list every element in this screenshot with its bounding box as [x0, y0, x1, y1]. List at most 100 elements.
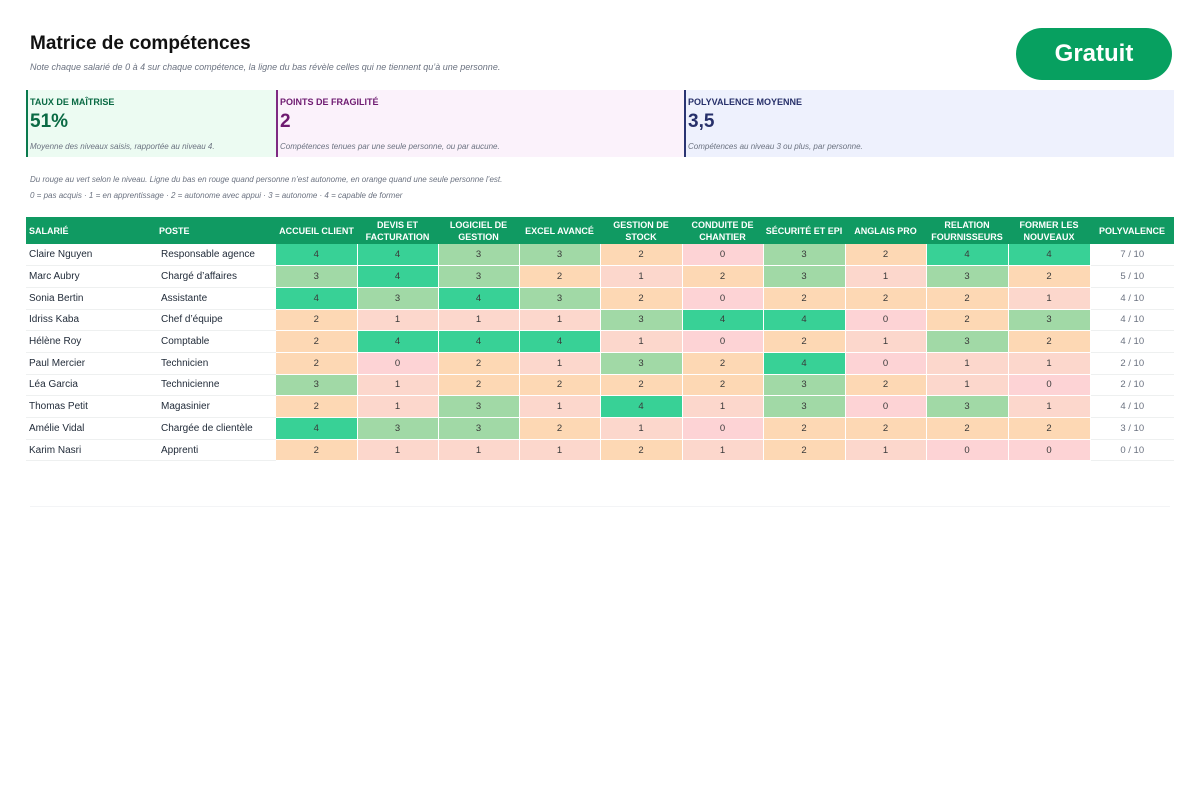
position-cell[interactable]: Chargée de clientèle: [156, 417, 276, 440]
skill-level-cell[interactable]: 1: [1008, 287, 1091, 310]
skill-level-cell[interactable]: 1: [600, 265, 683, 288]
skill-level-cell[interactable]: 3: [926, 265, 1009, 288]
skill-level-cell[interactable]: 1: [519, 309, 601, 332]
skill-level-cell[interactable]: 0: [682, 287, 764, 310]
skill-level-cell[interactable]: 2: [682, 265, 764, 288]
column-header-skill[interactable]: Excel avancé: [519, 217, 600, 244]
skill-level-cell[interactable]: 2: [600, 439, 683, 462]
skill-level-cell[interactable]: 1: [438, 309, 520, 332]
skill-level-cell[interactable]: 2: [438, 374, 520, 397]
employee-name-cell[interactable]: Claire Nguyen: [26, 244, 156, 267]
skill-level-cell[interactable]: 0: [845, 309, 927, 332]
skill-level-cell[interactable]: 3: [600, 352, 683, 375]
skill-level-cell[interactable]: 2: [845, 287, 927, 310]
skill-level-cell[interactable]: 3: [926, 395, 1009, 418]
skill-level-cell[interactable]: 3: [1008, 309, 1091, 332]
skill-level-cell[interactable]: 2: [926, 417, 1009, 440]
skill-level-cell[interactable]: 4: [276, 244, 358, 267]
skill-level-cell[interactable]: 3: [519, 244, 601, 267]
skill-level-cell[interactable]: 1: [357, 439, 439, 462]
column-header-employee[interactable]: Salarié: [26, 217, 156, 244]
skill-level-cell[interactable]: 3: [438, 265, 520, 288]
skill-level-cell[interactable]: 2: [276, 330, 358, 353]
skill-level-cell[interactable]: 3: [763, 374, 846, 397]
skill-level-cell[interactable]: 1: [1008, 395, 1091, 418]
skill-level-cell[interactable]: 0: [682, 417, 764, 440]
skill-level-cell[interactable]: 4: [763, 309, 846, 332]
skill-level-cell[interactable]: 2: [682, 374, 764, 397]
position-cell[interactable]: Technicienne: [156, 374, 276, 397]
skill-level-cell[interactable]: 1: [682, 395, 764, 418]
column-header-skill[interactable]: Devis et facturation: [357, 217, 438, 244]
skill-level-cell[interactable]: 0: [845, 395, 927, 418]
skill-level-cell[interactable]: 2: [845, 374, 927, 397]
skill-level-cell[interactable]: 1: [438, 439, 520, 462]
skill-level-cell[interactable]: 4: [600, 395, 683, 418]
position-cell[interactable]: Comptable: [156, 330, 276, 353]
skill-level-cell[interactable]: 4: [1008, 244, 1091, 267]
skill-level-cell[interactable]: 3: [438, 395, 520, 418]
skill-level-cell[interactable]: 1: [357, 395, 439, 418]
skill-level-cell[interactable]: 2: [600, 244, 683, 267]
skill-level-cell[interactable]: 2: [926, 309, 1009, 332]
skill-level-cell[interactable]: 1: [845, 265, 927, 288]
skill-level-cell[interactable]: 1: [600, 417, 683, 440]
skill-level-cell[interactable]: 2: [276, 395, 358, 418]
skill-level-cell[interactable]: 3: [438, 244, 520, 267]
skill-level-cell[interactable]: 1: [357, 309, 439, 332]
skill-level-cell[interactable]: 0: [682, 244, 764, 267]
employee-name-cell[interactable]: Amélie Vidal: [26, 417, 156, 440]
skill-level-cell[interactable]: 4: [926, 244, 1009, 267]
column-header-skill[interactable]: Gestion de stock: [600, 217, 682, 244]
column-header-skill[interactable]: Relation fournisseurs: [926, 217, 1008, 244]
skill-level-cell[interactable]: 2: [276, 439, 358, 462]
skill-level-cell[interactable]: 0: [357, 352, 439, 375]
position-cell[interactable]: Chef d’équipe: [156, 309, 276, 332]
skill-level-cell[interactable]: 1: [357, 374, 439, 397]
skill-level-cell[interactable]: 4: [357, 244, 439, 267]
column-header-skill[interactable]: Anglais pro: [845, 217, 926, 244]
skill-level-cell[interactable]: 2: [519, 374, 601, 397]
skill-level-cell[interactable]: 0: [926, 439, 1009, 462]
skill-level-cell[interactable]: 2: [845, 244, 927, 267]
skill-level-cell[interactable]: 3: [519, 287, 601, 310]
skill-level-cell[interactable]: 2: [926, 287, 1009, 310]
position-cell[interactable]: Technicien: [156, 352, 276, 375]
skill-level-cell[interactable]: 3: [763, 265, 846, 288]
skill-level-cell[interactable]: 3: [763, 244, 846, 267]
skill-level-cell[interactable]: 1: [519, 395, 601, 418]
skill-level-cell[interactable]: 2: [438, 352, 520, 375]
employee-name-cell[interactable]: Idriss Kaba: [26, 309, 156, 332]
position-cell[interactable]: Assistante: [156, 287, 276, 310]
skill-level-cell[interactable]: 2: [600, 287, 683, 310]
position-cell[interactable]: Chargé d’affaires: [156, 265, 276, 288]
column-header-skill[interactable]: Logiciel de gestion: [438, 217, 519, 244]
skill-level-cell[interactable]: 2: [519, 417, 601, 440]
skill-level-cell[interactable]: 4: [438, 330, 520, 353]
skill-level-cell[interactable]: 1: [845, 330, 927, 353]
skill-level-cell[interactable]: 4: [357, 330, 439, 353]
skill-level-cell[interactable]: 1: [519, 439, 601, 462]
skill-level-cell[interactable]: 0: [1008, 374, 1091, 397]
skill-level-cell[interactable]: 0: [845, 352, 927, 375]
skill-level-cell[interactable]: 3: [357, 287, 439, 310]
skill-level-cell[interactable]: 2: [276, 309, 358, 332]
skill-level-cell[interactable]: 1: [1008, 352, 1091, 375]
skill-level-cell[interactable]: 1: [682, 439, 764, 462]
skill-level-cell[interactable]: 2: [763, 330, 846, 353]
skill-level-cell[interactable]: 2: [763, 417, 846, 440]
skill-level-cell[interactable]: 3: [357, 417, 439, 440]
skill-level-cell[interactable]: 0: [682, 330, 764, 353]
skill-level-cell[interactable]: 2: [600, 374, 683, 397]
skill-level-cell[interactable]: 4: [357, 265, 439, 288]
skill-level-cell[interactable]: 2: [1008, 330, 1091, 353]
skill-level-cell[interactable]: 2: [1008, 417, 1091, 440]
position-cell[interactable]: Apprenti: [156, 439, 276, 462]
employee-name-cell[interactable]: Léa Garcia: [26, 374, 156, 397]
skill-level-cell[interactable]: 2: [682, 352, 764, 375]
skill-level-cell[interactable]: 2: [519, 265, 601, 288]
column-header-skill[interactable]: Conduite de chantier: [682, 217, 763, 244]
skill-level-cell[interactable]: 3: [438, 417, 520, 440]
column-header-skill[interactable]: Sécurité et EPI: [763, 217, 845, 244]
free-badge-button[interactable]: Gratuit: [1016, 28, 1172, 80]
